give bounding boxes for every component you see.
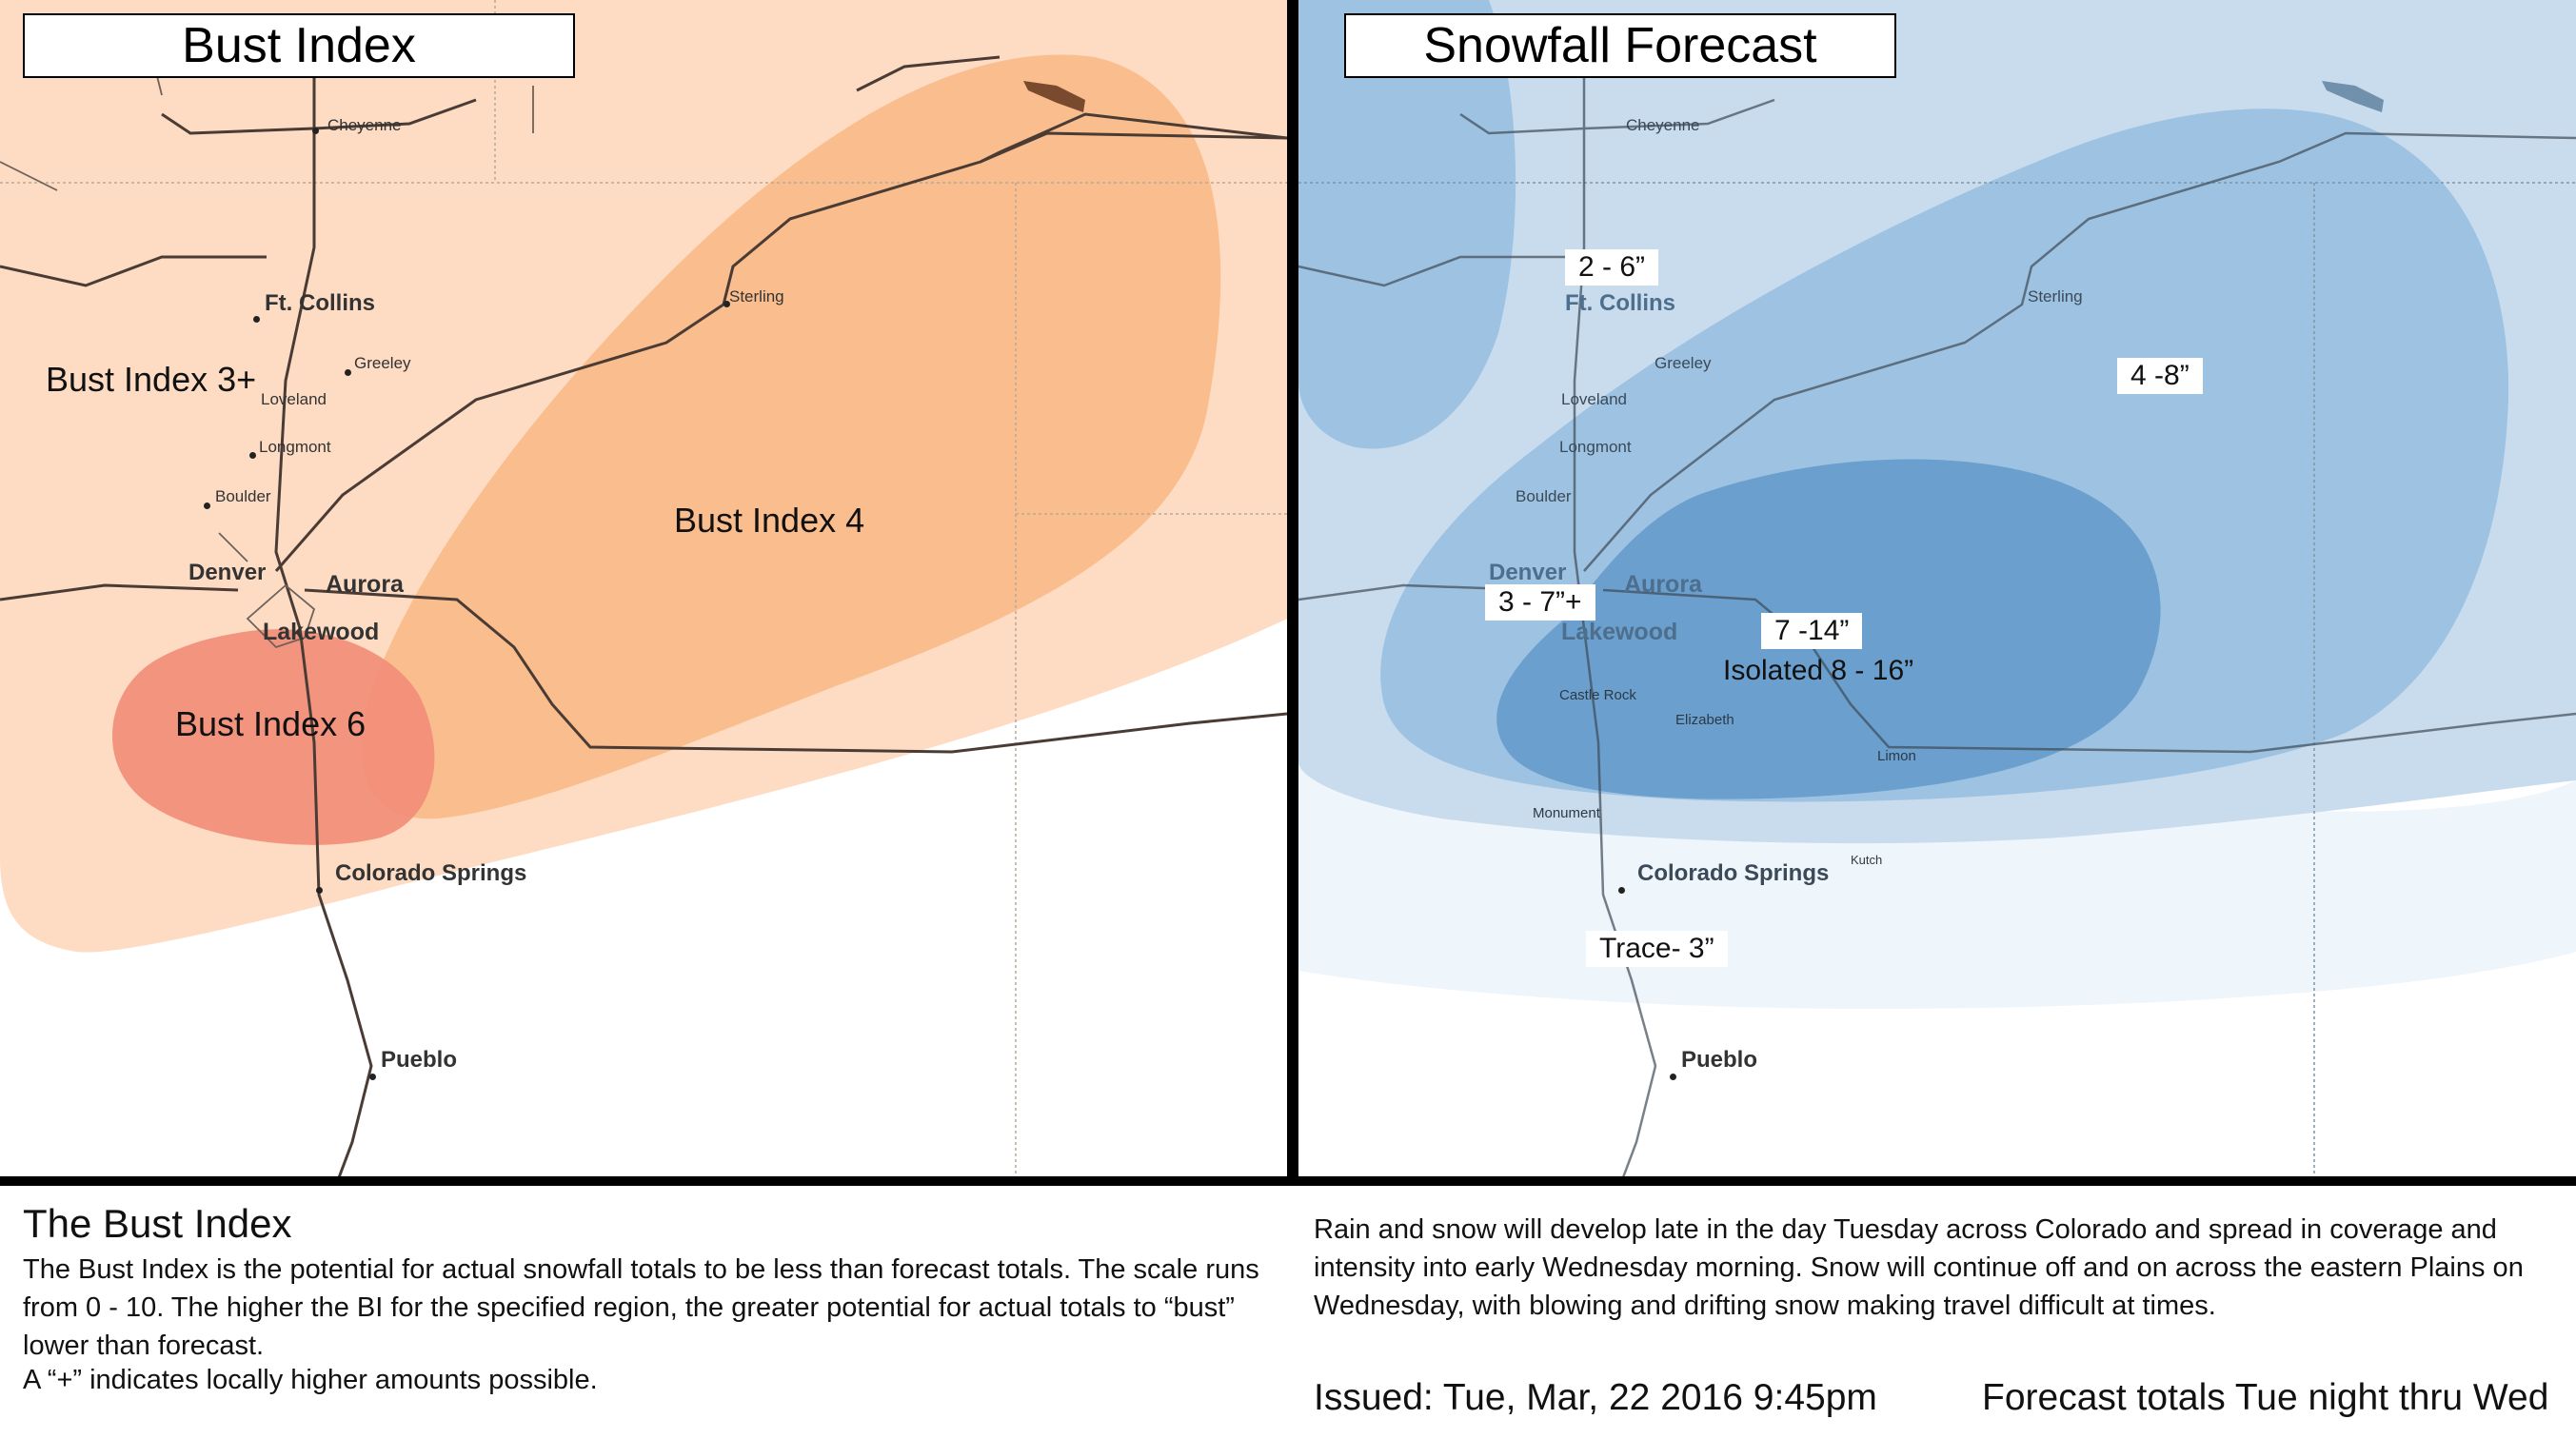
city-ft-collins: Ft. Collins (1565, 290, 1675, 316)
city-marker (312, 128, 319, 134)
snow-amount-4-8: 4 -8” (2117, 358, 2203, 394)
snow-amount-7-14: 7 -14” (1761, 613, 1863, 649)
city-marker (253, 316, 260, 323)
city-longmont: Longmont (259, 438, 331, 456)
city-cheyenne: Cheyenne (327, 116, 402, 134)
city-marker (723, 301, 730, 307)
highways (1298, 57, 2576, 1180)
bust-zone-6-label: Bust Index 6 (175, 704, 367, 743)
city-pueblo: Pueblo (381, 1047, 458, 1073)
panel-divider (1287, 0, 1298, 1180)
bust-index-map: Bust Index Bust Index 3+ Bust Index 4 Bu… (0, 0, 1287, 1180)
city-pueblo: Pueblo (1681, 1047, 1758, 1073)
city-boulder: Boulder (1516, 487, 1572, 505)
city-denver: Denver (188, 560, 267, 585)
city-sterling: Sterling (2028, 287, 2083, 306)
city-loveland: Loveland (261, 390, 327, 408)
city-lakewood: Lakewood (1561, 619, 1678, 645)
reservoir-shape (1023, 81, 1085, 112)
forecast-description: Rain and snow will develop late in the d… (1314, 1214, 2524, 1321)
bust-index-title: Bust Index (23, 13, 575, 78)
city-marker (369, 1074, 376, 1080)
city-limon: Limon (1877, 748, 1916, 764)
highways (0, 55, 1287, 1180)
city-cheyenne: Cheyenne (1626, 116, 1700, 134)
city-ft-collins: Ft. Collins (265, 290, 375, 316)
snowfall-forecast-map: Snowfall Forecast 2 - 6” 4 -8” 3 - 7”+ 7… (1298, 0, 2576, 1180)
city-lakewood: Lakewood (263, 619, 380, 645)
city-castle-rock: Castle Rock (1559, 687, 1636, 703)
snow-amount-isolated: Isolated 8 - 16” (1723, 655, 1914, 686)
city-longmont: Longmont (1559, 438, 1632, 456)
city-greeley: Greeley (354, 354, 411, 372)
snow-amount-2-6: 2 - 6” (1565, 249, 1659, 286)
bust-index-map-graphic (0, 0, 1287, 1180)
city-marker (204, 503, 210, 509)
bust-index-description: The Bust Index is the potential for actu… (23, 1254, 1259, 1361)
city-loveland: Loveland (1561, 390, 1628, 408)
city-colorado-springs: Colorado Springs (335, 860, 527, 886)
city-monument: Monument (1533, 805, 1600, 821)
city-marker (1670, 1074, 1676, 1080)
city-boulder: Boulder (215, 487, 271, 505)
footer-divider (0, 1176, 2576, 1186)
snow-zone-northwest (1298, 0, 1516, 449)
bust-zone-3-label: Bust Index 3+ (46, 360, 257, 399)
bust-zone-4 (362, 54, 1221, 819)
city-elizabeth: Elizabeth (1675, 712, 1734, 728)
city-marker (316, 887, 323, 894)
city-marker (1618, 887, 1625, 894)
snow-amount-trace-3: Trace- 3” (1586, 931, 1728, 967)
snow-amount-3-7: 3 - 7”+ (1485, 584, 1595, 621)
city-aurora: Aurora (1624, 571, 1702, 598)
bust-index-note: A “+” indicates locally higher amounts p… (23, 1365, 598, 1395)
issued-timestamp: Issued: Tue, Mar, 22 2016 9:45pm (1314, 1377, 1877, 1418)
bust-index-heading: The Bust Index (23, 1201, 292, 1246)
city-colorado-springs: Colorado Springs (1637, 860, 1830, 886)
forecast-period: Forecast totals Tue night thru Wed (1982, 1377, 2549, 1418)
city-kutch: Kutch (1851, 853, 1883, 867)
city-sterling: Sterling (729, 287, 784, 306)
city-greeley: Greeley (1655, 354, 1712, 372)
snowfall-forecast-title: Snowfall Forecast (1344, 13, 1896, 78)
bust-zone-6 (111, 629, 435, 845)
bust-zone-4-label: Bust Index 4 (674, 501, 865, 540)
city-aurora: Aurora (326, 571, 404, 598)
boundary-lines (1298, 182, 2576, 1180)
city-denver: Denver (1489, 560, 1567, 585)
city-marker (249, 452, 256, 459)
reservoir-shape (2322, 81, 2384, 112)
city-marker (345, 369, 351, 376)
